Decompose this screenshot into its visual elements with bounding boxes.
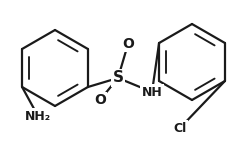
Text: NH₂: NH₂ [25, 109, 51, 123]
Text: S: S [112, 71, 124, 85]
Text: Cl: Cl [174, 121, 186, 135]
Text: O: O [94, 93, 106, 107]
Text: O: O [122, 37, 134, 51]
Text: NH: NH [142, 85, 163, 98]
